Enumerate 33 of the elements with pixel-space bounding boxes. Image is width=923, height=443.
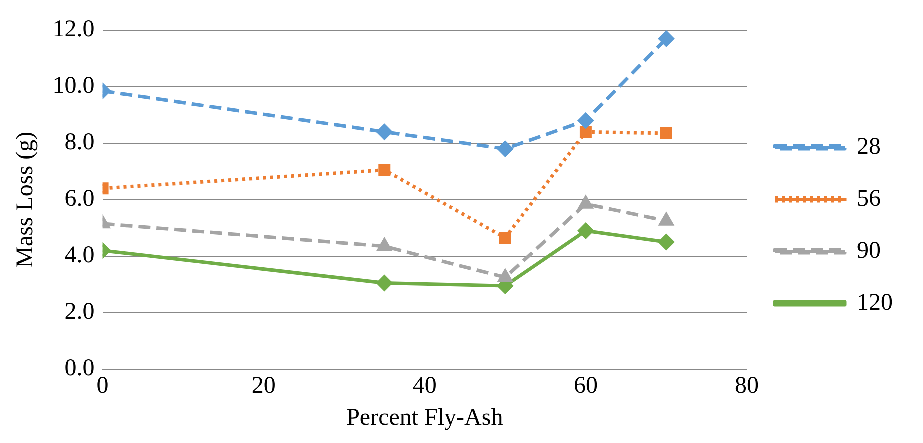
- x-tick-label: 80: [735, 373, 759, 400]
- point: [579, 196, 593, 209]
- legend-label: 28: [857, 134, 881, 160]
- x-tick-label: 40: [412, 373, 437, 400]
- point: [578, 113, 594, 129]
- y-tick-label: 12.0: [52, 16, 95, 43]
- point: [658, 31, 674, 47]
- point: [376, 275, 392, 291]
- point: [578, 223, 594, 239]
- legend-label: 56: [857, 186, 881, 212]
- legend-label: 90: [857, 238, 881, 264]
- y-tick-label: 0.0: [64, 356, 95, 382]
- point: [660, 213, 674, 226]
- point: [378, 238, 392, 252]
- x-tick-label: 0: [96, 373, 109, 400]
- point: [378, 164, 391, 176]
- point: [498, 141, 514, 157]
- y-tick-label: 8.0: [64, 130, 95, 156]
- x-axis-title: Percent Fly-Ash: [346, 404, 504, 431]
- legend-label: 120: [857, 290, 893, 316]
- x-tick-label: 60: [574, 373, 598, 400]
- point: [499, 232, 512, 244]
- point: [658, 234, 674, 250]
- point: [660, 128, 672, 140]
- y-axis-title: Mass Loss (g): [12, 132, 39, 268]
- point: [580, 126, 592, 138]
- y-tick-label: 4.0: [64, 242, 95, 269]
- point: [498, 270, 512, 282]
- y-tick-label: 2.0: [64, 299, 95, 326]
- y-tick-label: 6.0: [64, 186, 95, 212]
- point: [376, 124, 392, 140]
- x-tick-label: 20: [252, 373, 276, 400]
- y-tick-label: 10.0: [52, 73, 95, 100]
